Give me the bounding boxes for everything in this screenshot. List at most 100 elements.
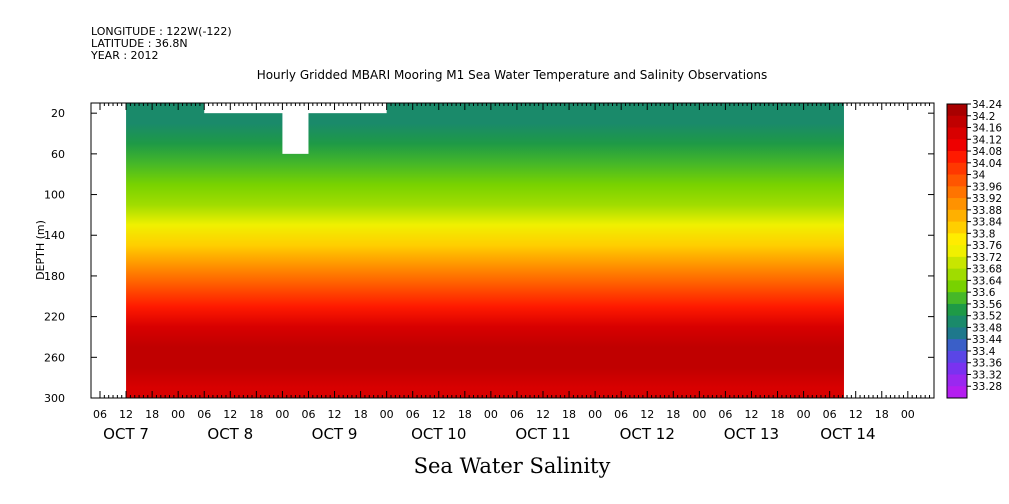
colorbar-label: 33.4	[972, 346, 996, 358]
colorbar-swatch	[947, 386, 967, 399]
x-tick-label: 00	[380, 408, 394, 421]
x-tick-label: 00	[484, 408, 498, 421]
missing-data-gap	[282, 103, 309, 154]
chart-title: Hourly Gridded MBARI Mooring M1 Sea Wate…	[256, 68, 768, 82]
colorbar-swatch	[947, 151, 967, 164]
x-tick-label: 18	[562, 408, 576, 421]
colorbar-swatch	[947, 339, 967, 352]
colorbar-label: 33.84	[972, 217, 1002, 229]
colorbar-label: 33.28	[972, 381, 1002, 393]
x-tick-label: 12	[328, 408, 342, 421]
colorbar-swatch	[947, 186, 967, 199]
chart-caption: Sea Water Salinity	[413, 454, 611, 478]
colorbar-swatch	[947, 327, 967, 340]
colorbar-swatch	[947, 115, 967, 128]
colorbar-label: 34.24	[972, 99, 1002, 111]
x-tick-label: 12	[536, 408, 550, 421]
x-day-label: OCT 14	[820, 425, 875, 443]
colorbar-swatch	[947, 139, 967, 152]
colorbar-label: 33.76	[972, 240, 1002, 252]
y-axis-label: DEPTH (m)	[34, 220, 47, 280]
x-tick-label: 12	[744, 408, 758, 421]
x-tick-label: 06	[301, 408, 315, 421]
x-tick-label: 18	[354, 408, 368, 421]
colorbar-label: 33.56	[972, 299, 1002, 311]
colorbar: 34.2434.234.1634.1234.0834.043433.9633.9…	[946, 99, 1002, 399]
y-tick-label: 220	[44, 311, 65, 324]
colorbar-label: 33.92	[972, 193, 1002, 205]
colorbar-swatch	[947, 209, 967, 222]
x-tick-label: 06	[197, 408, 211, 421]
x-tick-label: 06	[406, 408, 420, 421]
colorbar-frame	[946, 103, 968, 399]
latitude-label: LATITUDE : 36.8N	[91, 37, 188, 50]
colorbar-swatch	[947, 221, 967, 234]
year-label: YEAR : 2012	[91, 49, 159, 62]
colorbar-label: 34.04	[972, 158, 1002, 170]
x-tick-label: 00	[797, 408, 811, 421]
x-tick-label: 12	[640, 408, 654, 421]
x-day-label: OCT 11	[515, 425, 570, 443]
x-tick-label: 00	[171, 408, 185, 421]
colorbar-swatch	[947, 315, 967, 328]
y-tick-label: 100	[44, 189, 65, 202]
colorbar-label: 33.88	[972, 205, 1002, 217]
x-tick-label: 00	[588, 408, 602, 421]
longitude-label: LONGITUDE : 122W(-122)	[91, 25, 232, 38]
x-day-label: OCT 12	[620, 425, 675, 443]
y-tick-label: 260	[44, 351, 65, 364]
colorbar-swatch	[947, 303, 967, 317]
x-tick-label: 18	[771, 408, 785, 421]
colorbar-swatch	[947, 374, 967, 387]
colorbar-swatch	[947, 256, 967, 270]
x-tick-label: 18	[875, 408, 889, 421]
colorbar-label: 33.96	[972, 181, 1002, 193]
y-tick-label: 60	[51, 148, 65, 161]
x-tick-label: 12	[849, 408, 863, 421]
x-tick-label: 00	[901, 408, 915, 421]
colorbar-label: 34.2	[972, 111, 995, 123]
x-tick-label: 06	[93, 408, 107, 421]
x-tick-label: 06	[823, 408, 837, 421]
colorbar-swatch	[947, 245, 967, 258]
colorbar-label: 33.48	[972, 322, 1002, 334]
colorbar-label: 34.12	[972, 134, 1002, 146]
y-tick-label: 20	[51, 107, 65, 120]
colorbar-swatch	[947, 233, 967, 246]
salinity-field	[126, 103, 844, 398]
x-tick-label: 06	[718, 408, 732, 421]
x-tick-label: 06	[614, 408, 628, 421]
x-day-label: OCT 13	[724, 425, 779, 443]
colorbar-swatch	[947, 292, 967, 305]
y-axis: 20 60 100 140 180 220 260 300	[44, 107, 934, 405]
colorbar-label: 33.44	[972, 334, 1002, 346]
colorbar-swatch	[947, 162, 967, 175]
colorbar-label: 34.08	[972, 146, 1002, 158]
plot-area	[90, 102, 935, 399]
y-tick-label: 180	[44, 270, 65, 283]
x-axis: 06 12 18 00 06 12 18 00 06 12 18 00 06 12 18 00 06 12 18 00…	[93, 103, 931, 443]
colorbar-swatch	[947, 362, 967, 375]
colorbar-swatch	[947, 174, 967, 187]
colorbar-swatch	[947, 268, 967, 281]
colorbar-label: 34.16	[972, 123, 1002, 135]
colorbar-label: 33.64	[972, 275, 1002, 287]
y-tick-label: 140	[44, 229, 65, 242]
colorbar-label: 33.6	[972, 287, 996, 299]
colorbar-swatch	[947, 280, 967, 293]
colorbar-label: 33.36	[972, 358, 1002, 370]
colorbar-label: 34	[972, 170, 986, 182]
x-tick-label: 18	[145, 408, 159, 421]
y-tick-label: 300	[44, 392, 65, 405]
colorbar-label: 33.32	[972, 369, 1002, 381]
x-day-label: OCT 9	[312, 425, 358, 443]
x-day-label: OCT 7	[103, 425, 149, 443]
x-tick-label: 12	[432, 408, 446, 421]
colorbar-label: 33.72	[972, 252, 1002, 264]
colorbar-swatch	[947, 350, 967, 364]
x-tick-label: 12	[119, 408, 133, 421]
x-day-label: OCT 8	[207, 425, 253, 443]
x-day-label: OCT 10	[411, 425, 466, 443]
colorbar-label: 33.68	[972, 264, 1002, 276]
x-tick-label: 12	[223, 408, 237, 421]
